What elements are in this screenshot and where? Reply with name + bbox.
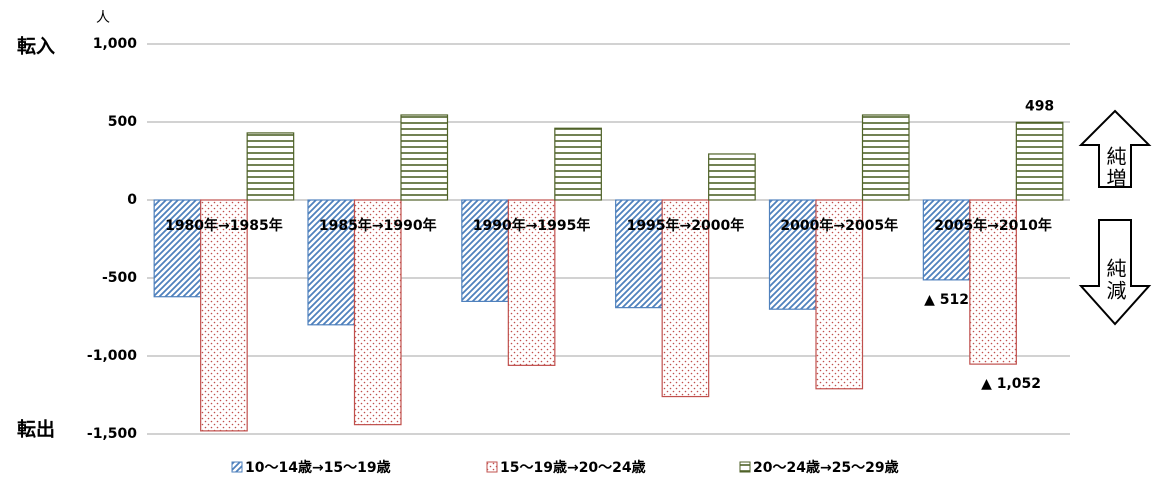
bar [861,114,910,201]
x-tick-label: 2005年→2010年 [934,217,1052,234]
x-tick-label: 1980年→1985年 [165,217,283,234]
bar [815,199,864,390]
y-axis-unit: 人 [96,10,110,26]
down-arrow [1078,219,1152,326]
bar [153,199,202,298]
bar [554,127,602,201]
annotation: 純増 [1103,146,1127,190]
data-label: ▲ 512 [924,292,969,308]
bar [200,199,248,432]
legend-swatch [231,461,243,473]
annotation: 純減 [1103,258,1127,302]
bar [969,199,1017,365]
y-tick-label: -1,000 [87,348,137,364]
bar [246,132,295,201]
data-label: 498 [1025,98,1054,114]
bar [353,199,402,426]
bar [400,114,449,201]
y-tick-label: -500 [102,270,137,286]
bar [708,153,756,201]
annotation: 転入 [17,36,55,58]
data-label: ▲ 1,052 [981,376,1041,392]
up-arrow [1078,109,1152,188]
x-tick-label: 2000年→2005年 [780,217,898,234]
y-tick-label: -1,500 [87,426,137,442]
legend-label: 15～19歳→20～24歳 [500,459,646,476]
bar [461,199,509,303]
y-tick-label: 500 [108,114,137,130]
bar [768,199,817,310]
legend-swatch [739,461,751,473]
bar [922,199,971,281]
y-tick-label: 1,000 [93,36,138,52]
y-tick-label: 0 [127,192,137,208]
legend-swatch [486,461,498,473]
bar [661,199,710,398]
legend-label: 10～14歳→15～19歳 [245,459,391,476]
x-tick-label: 1995年→2000年 [627,217,745,234]
annotation: 転出 [17,418,55,441]
bar [507,199,556,366]
bar [1015,121,1064,201]
bar [615,199,663,309]
x-tick-label: 1985年→1990年 [319,217,437,234]
x-tick-label: 1990年→1995年 [473,217,591,234]
legend-label: 20～24歳→25～29歳 [753,459,899,476]
